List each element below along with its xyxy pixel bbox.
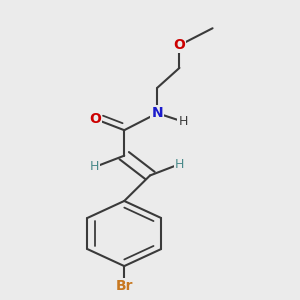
Text: H: H bbox=[175, 158, 184, 171]
Text: N: N bbox=[152, 106, 163, 120]
Text: Br: Br bbox=[116, 279, 133, 293]
Text: H: H bbox=[90, 160, 100, 173]
Text: O: O bbox=[173, 38, 185, 52]
Text: H: H bbox=[178, 115, 188, 128]
Text: O: O bbox=[89, 112, 101, 126]
